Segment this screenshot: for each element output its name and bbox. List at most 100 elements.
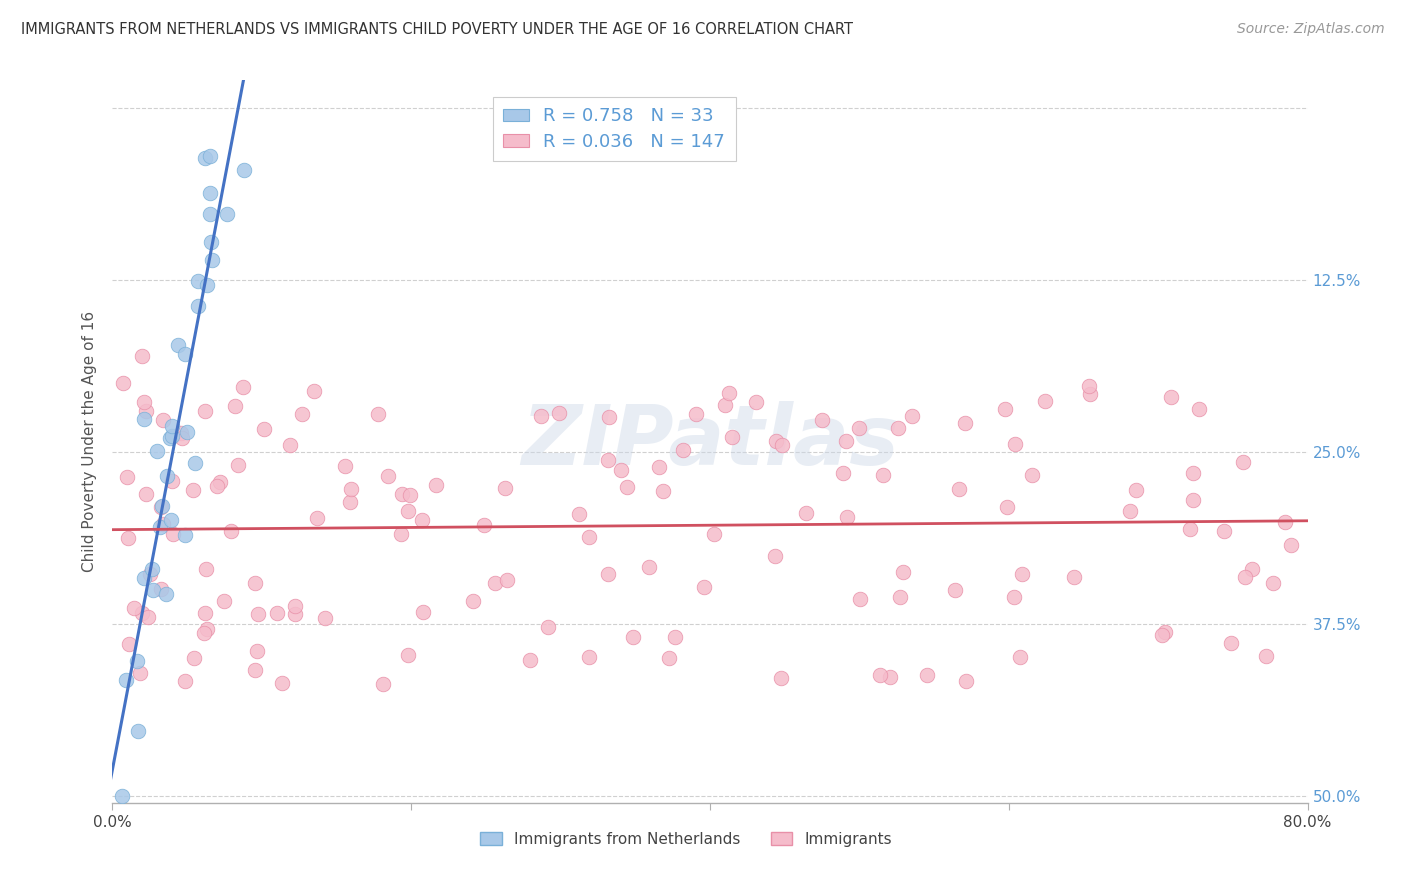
Point (484, 576, 506, 591)
Point (721, 430, 744, 444)
Point (849, 592, 872, 607)
Point (796, 506, 818, 520)
Point (578, 650, 600, 665)
Point (131, 349, 153, 363)
Point (536, 620, 558, 634)
Point (765, 434, 787, 448)
Point (162, 526, 184, 541)
Point (1160, 390, 1182, 404)
Point (1181, 492, 1204, 507)
Y-axis label: Child Poverty Under the Age of 16: Child Poverty Under the Age of 16 (82, 311, 97, 572)
Point (149, 519, 172, 533)
Point (232, 380, 254, 394)
Point (425, 478, 447, 492)
Point (637, 559, 659, 574)
Point (672, 442, 695, 457)
Point (201, 252, 224, 267)
Point (1035, 394, 1057, 409)
Point (152, 413, 174, 427)
Point (139, 567, 162, 582)
Point (745, 395, 768, 409)
Point (872, 468, 894, 483)
Point (205, 479, 228, 493)
Point (233, 162, 256, 177)
Point (111, 376, 134, 390)
Point (891, 565, 914, 579)
Point (917, 668, 939, 682)
Point (290, 407, 312, 421)
Point (900, 409, 922, 424)
Point (253, 422, 276, 436)
Point (243, 575, 266, 590)
Point (1274, 515, 1296, 529)
Point (616, 480, 638, 494)
Point (831, 467, 853, 481)
Point (195, 623, 218, 637)
Point (142, 583, 165, 598)
Point (302, 384, 325, 399)
Point (770, 438, 793, 452)
Point (1234, 570, 1257, 584)
Point (1241, 562, 1264, 576)
Point (198, 149, 221, 163)
Point (648, 460, 671, 475)
Point (1011, 566, 1033, 581)
Point (651, 484, 673, 499)
Point (621, 630, 644, 644)
Point (146, 443, 169, 458)
Point (156, 468, 179, 483)
Point (995, 500, 1018, 514)
Point (396, 648, 419, 662)
Point (598, 410, 620, 425)
Point (1219, 636, 1241, 650)
Point (127, 654, 149, 668)
Point (284, 599, 307, 613)
Text: ZIPatlas: ZIPatlas (522, 401, 898, 482)
Point (835, 434, 858, 448)
Point (889, 590, 911, 604)
Point (1181, 466, 1204, 480)
Point (280, 438, 302, 452)
Point (155, 587, 177, 601)
Point (159, 431, 181, 445)
Point (173, 673, 195, 688)
Point (685, 407, 707, 421)
Point (162, 419, 184, 434)
Point (215, 206, 238, 220)
Point (693, 580, 716, 594)
Point (305, 510, 328, 524)
Point (547, 406, 569, 420)
Point (194, 606, 217, 620)
Point (115, 673, 138, 687)
Point (887, 420, 910, 434)
Point (127, 723, 149, 738)
Point (1188, 402, 1211, 417)
Point (1150, 627, 1173, 641)
Point (994, 401, 1017, 416)
Point (246, 607, 269, 621)
Point (763, 549, 786, 564)
Point (1254, 649, 1277, 664)
Point (209, 475, 232, 490)
Point (173, 347, 195, 361)
Point (314, 611, 336, 625)
Point (1021, 467, 1043, 482)
Point (770, 672, 793, 686)
Point (578, 530, 600, 544)
Point (1077, 379, 1099, 393)
Point (1279, 538, 1302, 552)
Point (568, 507, 591, 521)
Point (128, 666, 150, 681)
Point (122, 600, 145, 615)
Point (187, 274, 209, 288)
Point (530, 409, 553, 423)
Point (1232, 454, 1254, 468)
Point (1002, 590, 1025, 604)
Point (271, 676, 294, 690)
Point (596, 567, 619, 582)
Legend: Immigrants from Netherlands, Immigrants: Immigrants from Netherlands, Immigrants (474, 826, 898, 853)
Point (172, 431, 194, 445)
Text: Source: ZipAtlas.com: Source: ZipAtlas.com (1237, 22, 1385, 37)
Point (943, 582, 966, 597)
Point (150, 500, 173, 514)
